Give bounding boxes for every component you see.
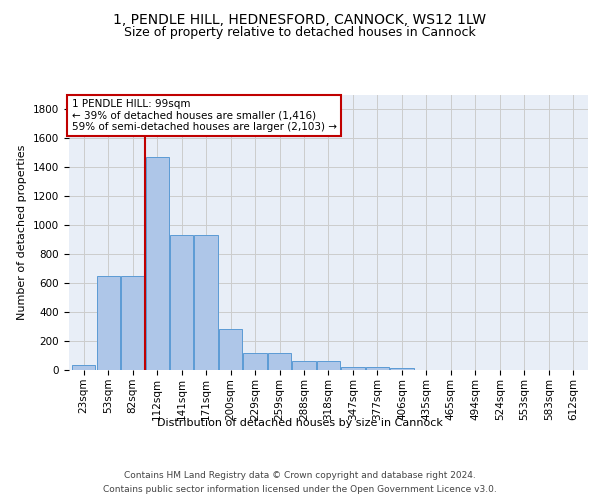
Text: Size of property relative to detached houses in Cannock: Size of property relative to detached ho… [124, 26, 476, 39]
Text: Contains HM Land Registry data © Crown copyright and database right 2024.: Contains HM Land Registry data © Crown c… [124, 472, 476, 480]
Text: 1, PENDLE HILL, HEDNESFORD, CANNOCK, WS12 1LW: 1, PENDLE HILL, HEDNESFORD, CANNOCK, WS1… [113, 12, 487, 26]
Bar [317, 361, 340, 370]
Bar [146, 157, 169, 370]
Bar [72, 364, 95, 370]
Bar [244, 352, 266, 370]
Bar [170, 234, 193, 370]
Bar [268, 352, 291, 370]
Text: 1 PENDLE HILL: 99sqm
← 39% of detached houses are smaller (1,416)
59% of semi-de: 1 PENDLE HILL: 99sqm ← 39% of detached h… [71, 99, 337, 132]
Bar [341, 367, 365, 370]
Bar [219, 329, 242, 370]
Text: Contains public sector information licensed under the Open Government Licence v3: Contains public sector information licen… [103, 484, 497, 494]
Bar [97, 276, 120, 370]
Bar [194, 234, 218, 370]
Text: Distribution of detached houses by size in Cannock: Distribution of detached houses by size … [157, 418, 443, 428]
Bar [391, 368, 413, 370]
Y-axis label: Number of detached properties: Number of detached properties [17, 145, 28, 320]
Bar [366, 367, 389, 370]
Bar [292, 361, 316, 370]
Bar [121, 276, 144, 370]
